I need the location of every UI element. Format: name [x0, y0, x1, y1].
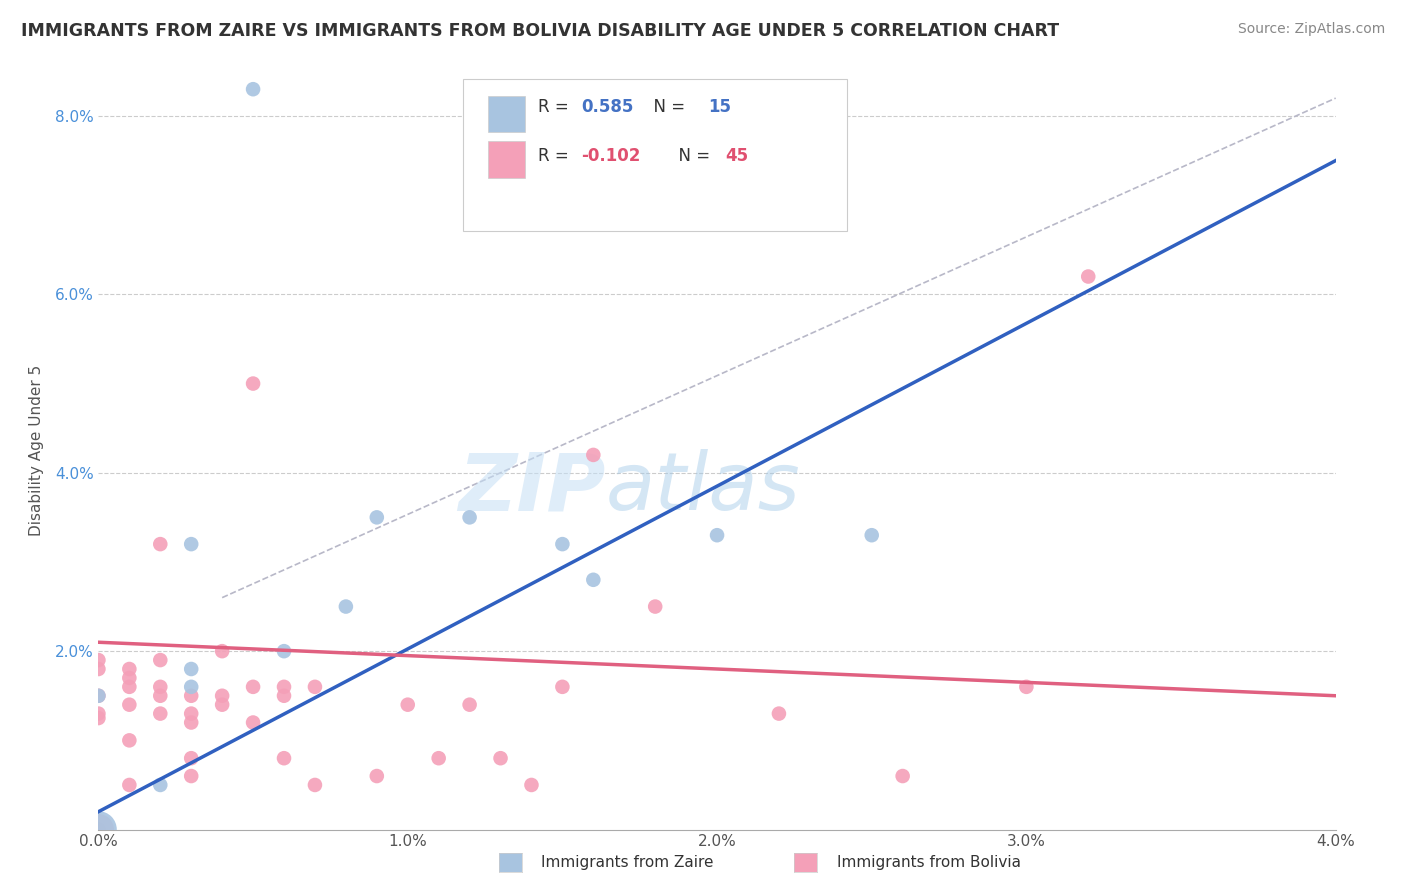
Point	[211, 644, 233, 658]
Point	[273, 680, 295, 694]
Point	[273, 644, 295, 658]
Point	[180, 537, 202, 551]
Text: N =: N =	[668, 147, 714, 165]
FancyBboxPatch shape	[488, 141, 526, 178]
Point	[118, 662, 141, 676]
Point	[180, 751, 202, 765]
Point	[582, 448, 605, 462]
Point	[489, 751, 512, 765]
Y-axis label: Disability Age Under 5: Disability Age Under 5	[28, 365, 44, 536]
Text: Immigrants from Bolivia: Immigrants from Bolivia	[837, 855, 1021, 870]
Point	[87, 706, 110, 721]
Point	[1077, 269, 1099, 284]
Point	[180, 706, 202, 721]
Text: ZIP: ZIP	[458, 450, 606, 527]
Text: N =: N =	[643, 98, 690, 116]
Point	[582, 573, 605, 587]
Point	[87, 689, 110, 703]
Point	[458, 510, 481, 524]
Point	[242, 680, 264, 694]
Point	[118, 698, 141, 712]
Point	[149, 689, 172, 703]
Point	[180, 680, 202, 694]
Point	[768, 706, 790, 721]
FancyBboxPatch shape	[488, 95, 526, 132]
Point	[118, 671, 141, 685]
Point	[396, 698, 419, 712]
Point	[273, 751, 295, 765]
Text: Immigrants from Zaire: Immigrants from Zaire	[541, 855, 714, 870]
Point	[211, 689, 233, 703]
Text: atlas: atlas	[606, 450, 800, 527]
Point	[366, 769, 388, 783]
Point	[427, 751, 450, 765]
Text: 0.585: 0.585	[581, 98, 633, 116]
Point	[149, 537, 172, 551]
Point	[180, 662, 202, 676]
Point	[149, 680, 172, 694]
Point	[891, 769, 914, 783]
Point	[242, 82, 264, 96]
Point	[304, 680, 326, 694]
Text: 45: 45	[725, 147, 749, 165]
Point	[644, 599, 666, 614]
Point	[180, 769, 202, 783]
Point	[520, 778, 543, 792]
Point	[149, 653, 172, 667]
FancyBboxPatch shape	[464, 79, 846, 230]
Point	[458, 698, 481, 712]
Point	[211, 698, 233, 712]
Point	[304, 778, 326, 792]
Point	[242, 715, 264, 730]
Text: R =: R =	[537, 98, 574, 116]
Point	[180, 715, 202, 730]
Point	[1015, 680, 1038, 694]
Text: R =: R =	[537, 147, 574, 165]
Point	[87, 662, 110, 676]
Point	[335, 599, 357, 614]
Point	[149, 778, 172, 792]
Point	[149, 706, 172, 721]
Point	[366, 510, 388, 524]
Point	[118, 733, 141, 747]
Point	[87, 822, 110, 837]
Point	[118, 778, 141, 792]
Point	[87, 822, 110, 837]
Point	[180, 689, 202, 703]
Point	[87, 689, 110, 703]
Point	[118, 680, 141, 694]
Point	[551, 537, 574, 551]
Point	[273, 689, 295, 703]
Point	[706, 528, 728, 542]
Point	[860, 528, 883, 542]
Text: Source: ZipAtlas.com: Source: ZipAtlas.com	[1237, 22, 1385, 37]
Point	[87, 711, 110, 725]
Point	[87, 653, 110, 667]
Text: -0.102: -0.102	[581, 147, 640, 165]
Point	[87, 822, 110, 837]
Text: 15: 15	[709, 98, 731, 116]
Text: IMMIGRANTS FROM ZAIRE VS IMMIGRANTS FROM BOLIVIA DISABILITY AGE UNDER 5 CORRELAT: IMMIGRANTS FROM ZAIRE VS IMMIGRANTS FROM…	[21, 22, 1059, 40]
Point	[551, 680, 574, 694]
Point	[242, 376, 264, 391]
